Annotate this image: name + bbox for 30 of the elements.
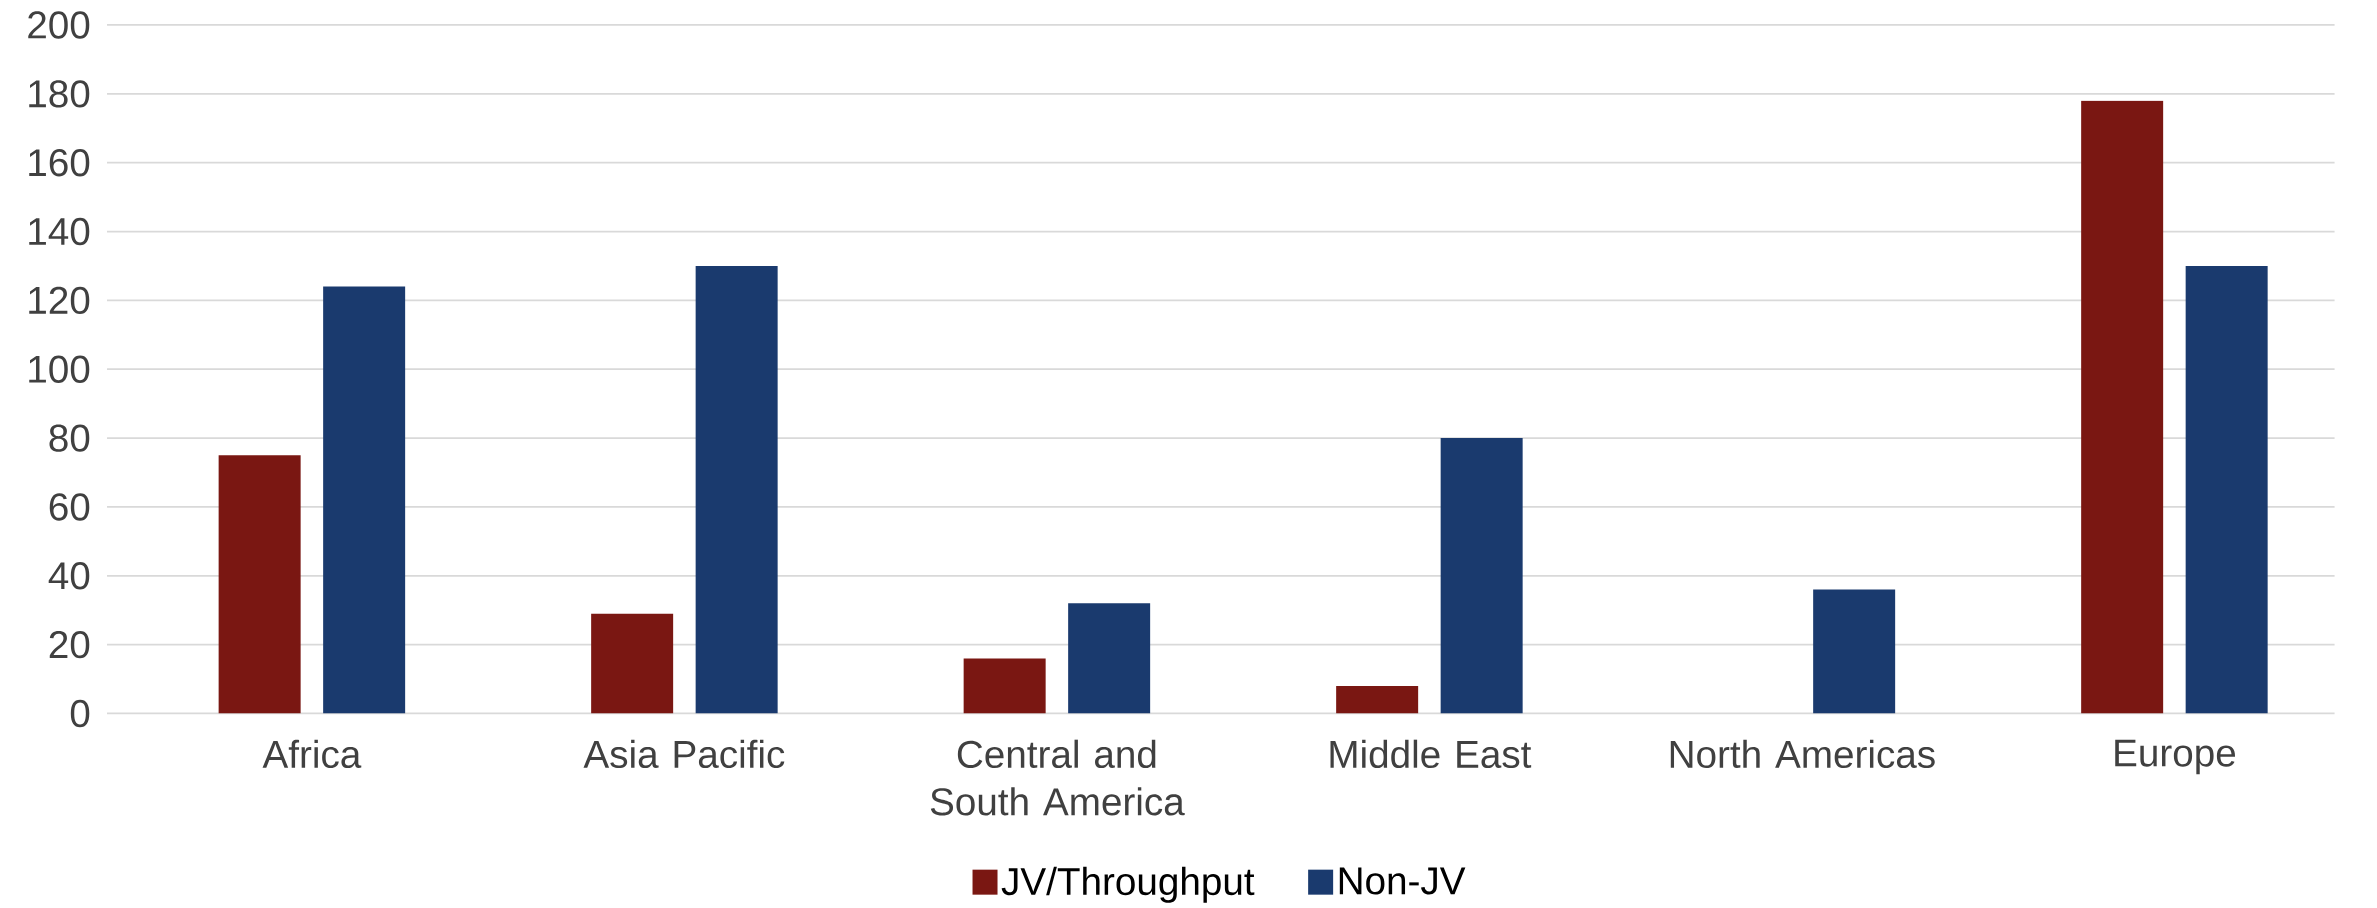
bar [963,658,1046,714]
bar [1440,438,1523,714]
y-tick-label: 200 [28,11,90,39]
bar [695,265,778,714]
x-tick-label: Middle East [1330,739,1532,769]
y-tick-label: 100 [29,355,90,383]
bar [2185,265,2268,714]
y-tick-label: 80 [49,424,90,452]
bar [591,613,674,714]
x-tick-label: North Americas [1670,739,1935,769]
y-tick-label: 120 [29,286,90,315]
bar [1068,603,1151,714]
y-tick-label: 140 [29,217,90,246]
x-tick-label: Central and South America [930,739,1185,816]
y-tick-label: 40 [48,562,90,590]
y-tick-label: 60 [49,493,90,521]
legend-label: Non-JV [1339,867,1466,895]
y-tick-label: 160 [29,148,90,177]
bar [1813,589,1896,714]
x-tick-label: Africa [262,739,362,769]
bar [218,455,301,714]
legend-label: JV/Throughput [1001,866,1255,903]
y-tick-label: 20 [49,630,90,659]
y-tick-label: 180 [29,80,90,108]
y-tick-label: 0 [70,699,90,728]
bar [1336,685,1419,714]
bar [2081,100,2164,714]
bar [323,286,406,714]
x-tick-label: Asia Pacific [583,739,785,769]
x-tick-label: Europe [2115,739,2236,775]
